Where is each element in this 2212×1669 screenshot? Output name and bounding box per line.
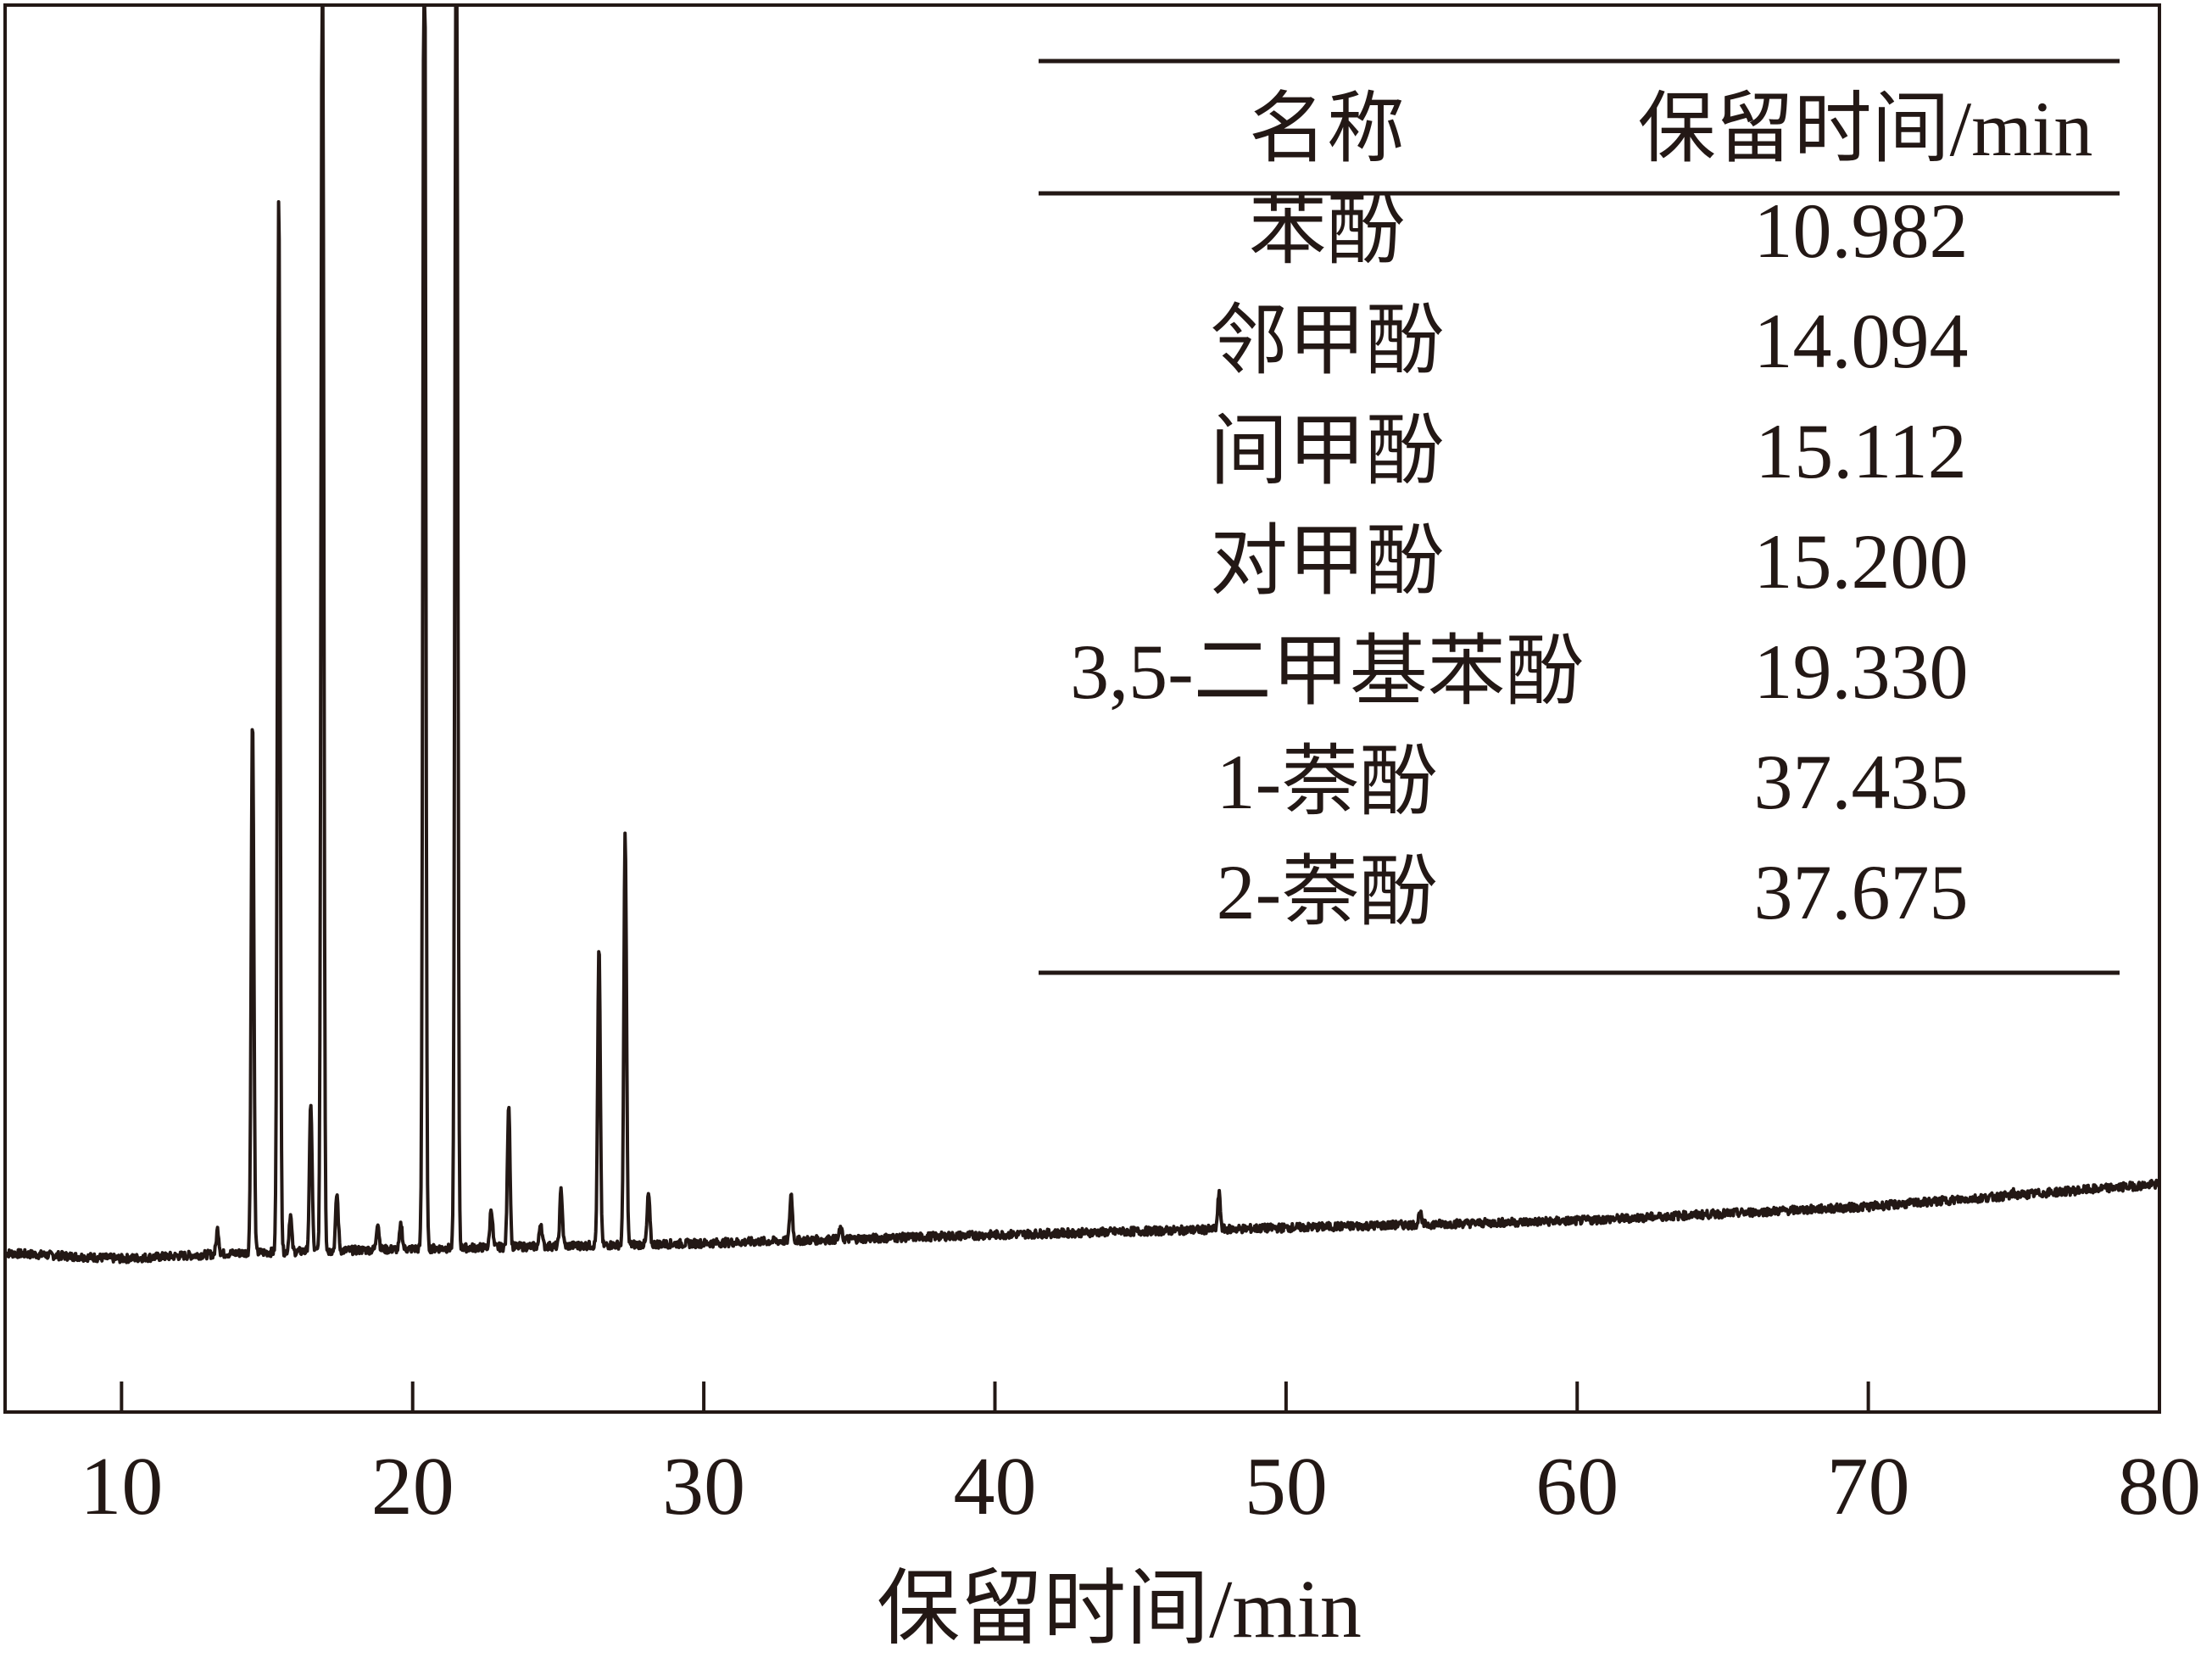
- table-cell-compound: 2-萘酚: [1217, 849, 1438, 935]
- x-tick-label: 60: [1535, 1441, 1619, 1532]
- x-tick-label: 80: [2118, 1441, 2201, 1532]
- x-tick-label: 20: [371, 1441, 454, 1532]
- x-tick-label: 10: [80, 1441, 163, 1532]
- plot-frame: [3, 3, 2161, 1414]
- table-header-retention: 保留时间/min: [1638, 86, 2093, 172]
- table-cell-compound: 苯酚: [1249, 187, 1405, 274]
- table-cell-retention-time: 37.435: [1754, 739, 1969, 825]
- table-cell-retention-time: 14.094: [1754, 298, 1969, 384]
- table-header-name: 名称: [1249, 86, 1405, 172]
- x-tick-label: 50: [1245, 1441, 1328, 1532]
- x-axis-tick-labels: 10 20 30 40 50 60 70 80: [80, 1441, 2201, 1532]
- table-cell-compound: 1-萘酚: [1217, 739, 1438, 825]
- x-tick-label: 40: [953, 1441, 1036, 1532]
- chromatogram-trace: [3, 3, 2161, 1264]
- table-rows: 苯酚 10.982 邻甲酚 14.094 间甲酚 15.112 对甲酚 15.200 3,5-二…: [1070, 187, 1968, 935]
- table-cell-retention-time: 15.200: [1754, 518, 1969, 605]
- x-axis-label: 保留时间/min: [877, 1564, 1362, 1655]
- table-cell-compound: 对甲酚: [1210, 518, 1444, 605]
- table-cell-compound: 邻甲酚: [1210, 298, 1444, 384]
- table-cell-retention-time: 10.982: [1754, 187, 1969, 274]
- table-cell-retention-time: 19.330: [1754, 628, 1969, 715]
- table-cell-retention-time: 15.112: [1755, 408, 1967, 494]
- compound-table: 名称 保留时间/min 苯酚 10.982 邻甲酚 14.094 间甲酚 15.112 对甲…: [1039, 59, 2120, 975]
- x-tick-label: 70: [1827, 1441, 1910, 1532]
- table-cell-compound: 3,5-二甲基苯酚: [1070, 628, 1584, 715]
- table-cell-retention-time: 37.675: [1754, 849, 1969, 935]
- table-cell-compound: 间甲酚: [1210, 408, 1444, 494]
- x-tick-label: 30: [662, 1441, 745, 1532]
- x-axis-ticks: [120, 1382, 2161, 1412]
